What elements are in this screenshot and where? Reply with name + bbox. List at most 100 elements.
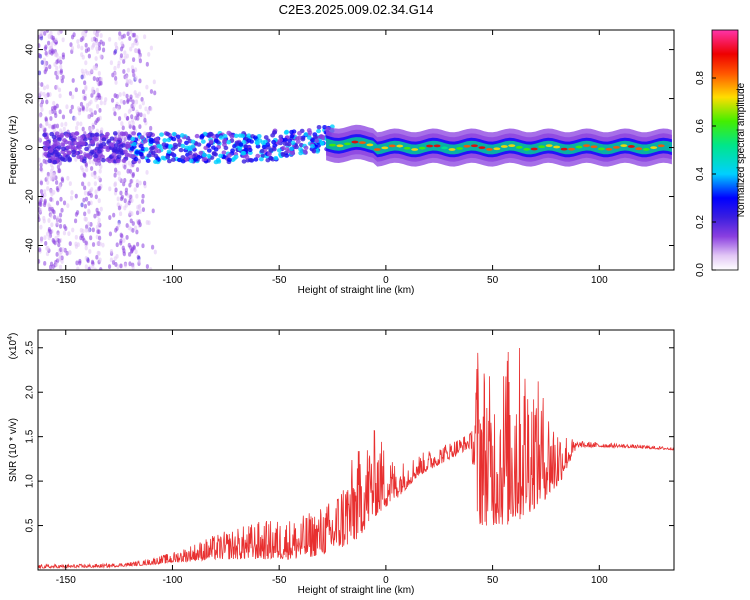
snr-y-label: SNR (10 * v/v)	[8, 418, 19, 482]
spectrogram-cell	[92, 76, 96, 81]
spectrogram-cell	[131, 125, 136, 130]
snr-panel: -150 -100 -50 0 50 100 0.5 1.0 1.5 2.0 2.5 Height…	[7, 329, 675, 596]
spectrogram-cell	[95, 254, 99, 260]
spectrogram-cell	[56, 70, 60, 76]
spectrogram-cell	[88, 107, 92, 113]
spectrogram-cell	[282, 141, 288, 146]
spectrogram-cell	[87, 209, 91, 215]
spectrogram-cell	[93, 174, 97, 180]
spectrogram-cell	[133, 225, 138, 231]
spectrogram-cell	[53, 110, 57, 115]
spectrogram-cell	[54, 235, 58, 241]
spectrogram-cell	[90, 166, 94, 171]
colorbar-tick-label: 0.0	[695, 263, 706, 277]
spectrogram-cell	[381, 146, 389, 150]
spectrogram-cell	[396, 144, 404, 148]
spectrogram-cell	[111, 148, 117, 153]
spectrogram-cell	[115, 158, 121, 164]
spectrogram-cell	[121, 131, 127, 137]
spectrogram-cell	[145, 220, 149, 225]
spectrogram-cell	[98, 168, 102, 174]
spectrogram-cell	[87, 53, 91, 59]
spectrogram-cell	[388, 144, 396, 148]
spectrogram-cell	[55, 84, 59, 90]
spectrogram-cell	[84, 68, 88, 74]
spectrogram-cell	[149, 106, 153, 112]
spectrogram-cell	[81, 35, 85, 41]
spectrogram-cell	[55, 74, 59, 80]
spectrogram-cell	[53, 149, 59, 155]
spectrogram-cell	[49, 30, 53, 36]
spectrogram-cell	[253, 157, 259, 162]
spectrogram-cell	[43, 31, 47, 36]
spectrogram-cell	[141, 100, 145, 106]
spectrogram-cell	[133, 40, 137, 46]
spectrogram-cell	[119, 232, 123, 238]
spectrogram-cell	[53, 128, 57, 134]
spectrogram-cell	[57, 242, 61, 248]
x-tick-label: -100	[162, 275, 182, 286]
spectrogram-cell	[137, 49, 141, 55]
spectrogram-cell	[59, 64, 63, 70]
spectrogram-cell	[48, 64, 52, 70]
spectrogram-cell	[55, 220, 59, 225]
spectrogram-cell	[111, 152, 117, 157]
spectrogram-cell	[117, 149, 122, 155]
spectrogram-cell	[130, 136, 136, 142]
spectrogram-cell	[83, 95, 87, 101]
spectrogram-cell	[276, 148, 282, 153]
spectrogram-cell	[47, 158, 53, 164]
spectrogram-cell	[156, 144, 162, 149]
spectrogram-cell	[329, 143, 337, 147]
spectrogram-cell	[80, 52, 84, 58]
spectrogram-cell	[143, 117, 147, 123]
spectrogram-cell	[59, 30, 63, 34]
spectrogram-cell	[50, 222, 54, 228]
spectrogram-cell	[60, 178, 65, 183]
spectrogram-cell	[97, 221, 101, 227]
spectrogram-cell	[213, 138, 219, 144]
spectrogram-cell	[55, 252, 59, 257]
spectrogram-cell	[143, 180, 147, 186]
spectrogram-cell	[109, 257, 113, 263]
spectrogram-cell	[44, 116, 48, 122]
spectrogram-cell	[153, 249, 157, 255]
spectrogram-cell	[128, 36, 132, 41]
colorbar-tick-label: 0.4	[695, 167, 706, 181]
spectrogram-cell	[134, 150, 140, 155]
spectrogram-cell	[38, 136, 41, 142]
spectrogram-cell	[143, 147, 149, 152]
spectrogram-cell	[75, 210, 80, 215]
spectrogram-cell	[58, 256, 62, 262]
spectrogram-cell	[135, 35, 139, 40]
spectrogram-cell	[90, 187, 94, 192]
spectrogram-cell	[131, 68, 135, 74]
spectrogram-cell	[118, 92, 122, 97]
spectrogram-cell	[95, 40, 99, 46]
spectrogram-cell	[212, 151, 217, 157]
spectrogram-cell	[81, 126, 85, 132]
spectrogram-cell	[206, 153, 212, 159]
spectrogram-cell	[135, 109, 139, 115]
spectrogram-cell	[76, 242, 80, 248]
spectrogram-cell	[120, 121, 124, 126]
spectrogram-cell	[138, 209, 142, 214]
spectrogram-cell	[273, 155, 279, 161]
spectrogram-cell	[226, 140, 232, 145]
spectrogram-cell	[40, 82, 44, 87]
spectrogram-cell	[171, 131, 177, 137]
spectrogram-cell	[175, 134, 181, 139]
spectrogram-cell	[255, 153, 261, 159]
spectrogram-cell	[202, 156, 208, 162]
spectrogram-cell	[146, 109, 150, 115]
spectrogram-cell	[64, 121, 68, 127]
spectrogram-cell	[515, 145, 523, 149]
spectrogram-cell	[657, 144, 665, 148]
chart-title: C2E3.2025.009.02.34.G14	[279, 2, 434, 17]
spectrogram-cell	[67, 231, 71, 237]
spectrogram-cell	[94, 189, 98, 195]
spectrogram-cell	[261, 144, 267, 150]
spectrogram-cell	[213, 159, 219, 165]
spectrogram-cell	[90, 112, 94, 118]
spectrogram-cell	[336, 144, 344, 148]
